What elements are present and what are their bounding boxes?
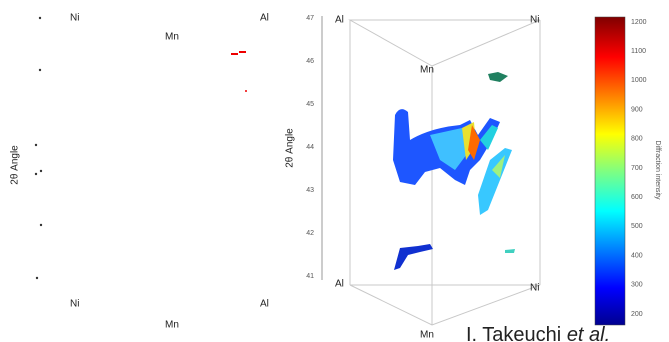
colorbar-tick-label: 900 bbox=[631, 106, 643, 113]
prism-edges bbox=[348, 19, 541, 326]
colorbar-tick-label: 300 bbox=[631, 282, 643, 289]
corner-label: Al bbox=[335, 279, 344, 290]
y-label: 2θ Angle bbox=[285, 128, 296, 168]
intensity-blobs bbox=[393, 72, 515, 270]
colorbar-tick-label: 1200 bbox=[631, 19, 647, 26]
y-ticks: 47 46 45 44 43 42 41 bbox=[306, 15, 314, 280]
colorbar-tick-label: 800 bbox=[631, 136, 643, 143]
right-panel: 2θ Angle 47 46 45 44 43 42 41 Al Mn Ni Al Ni M… bbox=[285, 15, 541, 341]
colorbar-tick-label: 500 bbox=[631, 223, 643, 230]
corner-label: Mn bbox=[165, 32, 179, 43]
colorbar-ticks: 1200 1100 1000 900 800 700 600 500 400 300 200 bbox=[631, 19, 647, 318]
corner-label: Al bbox=[335, 15, 344, 26]
y-label: 2θ Angle bbox=[10, 145, 21, 185]
y-tick-label: 42 bbox=[306, 230, 314, 237]
corner-label: Mn bbox=[420, 65, 434, 76]
y-tick-label: 43 bbox=[306, 187, 314, 194]
colorbar-tick-label: 600 bbox=[631, 194, 643, 201]
y-tick-label: 47 bbox=[306, 15, 314, 22]
colorbar: 1200 1100 1000 900 800 700 600 500 400 300 200 Dif… bbox=[594, 16, 661, 326]
y-tick-label: 46 bbox=[306, 58, 314, 65]
red-marks bbox=[231, 51, 247, 92]
y-tick-label: 45 bbox=[306, 101, 314, 108]
corner-label: Ni bbox=[530, 15, 539, 26]
corner-label: Ni bbox=[70, 13, 79, 24]
colorbar-tick-label: 700 bbox=[631, 165, 643, 172]
sample-dots bbox=[34, 16, 43, 280]
corner-label: Ni bbox=[70, 299, 79, 310]
colorbar-label: Diffraction intensity bbox=[654, 140, 661, 200]
corner-label: Mn bbox=[420, 330, 434, 341]
corner-label: Mn bbox=[165, 320, 179, 331]
colorbar-tick-label: 1100 bbox=[631, 48, 646, 55]
colorbar-gradient bbox=[594, 16, 626, 326]
colorbar-tick-label: 400 bbox=[631, 252, 643, 259]
left-panel: 2θ Angle Ni Mn Al Ni Al Mn bbox=[10, 13, 269, 331]
colorbar-tick-label: 1000 bbox=[631, 77, 647, 84]
credit-author: I. Takeuchi bbox=[466, 324, 561, 342]
corner-label: Al bbox=[260, 299, 269, 310]
corner-label: Al bbox=[260, 13, 269, 24]
colorbar-tick-label: 200 bbox=[631, 311, 643, 318]
y-tick-label: 44 bbox=[306, 144, 314, 151]
credit: I. Takeuchi et al. bbox=[466, 324, 610, 342]
y-tick-label: 41 bbox=[306, 273, 314, 280]
credit-etal: et al. bbox=[567, 324, 610, 342]
corner-label: Ni bbox=[530, 283, 539, 294]
